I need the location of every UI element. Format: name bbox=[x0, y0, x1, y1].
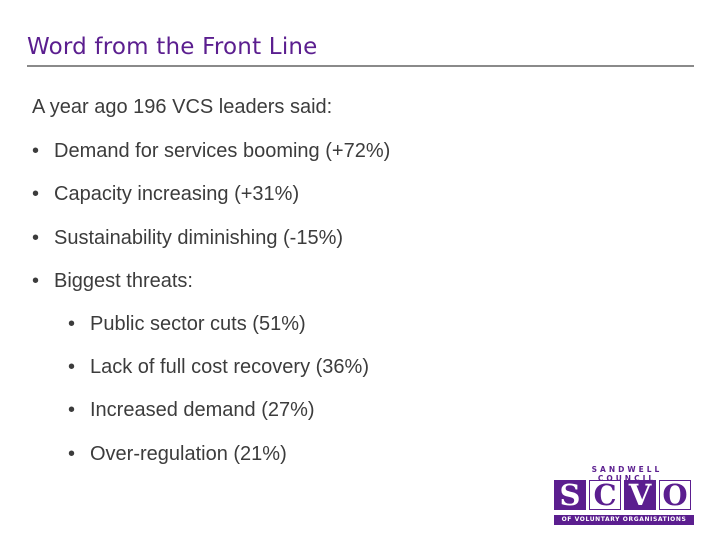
bullet-dot: • bbox=[32, 270, 40, 292]
logo-bottom-text: OF VOLUNTARY ORGANISATIONS bbox=[554, 515, 694, 525]
slide-title: Word from the Front Line bbox=[27, 34, 318, 60]
list-item: • Sustainability diminishing (-15%) bbox=[32, 227, 343, 250]
sub-list-item: • Over-regulation (21%) bbox=[68, 443, 287, 466]
list-item: • Biggest threats: bbox=[32, 270, 193, 293]
sub-bullet-text: Lack of full cost recovery (36%) bbox=[90, 356, 369, 378]
scvo-logo: SANDWELL COUNCIL S C V O OF VOLUNTARY OR… bbox=[548, 463, 698, 527]
logo-letter-c: C bbox=[589, 478, 621, 512]
logo-letter-s: S bbox=[554, 478, 586, 512]
list-item: • Demand for services booming (+72%) bbox=[32, 140, 390, 163]
bullet-text: Sustainability diminishing (-15%) bbox=[54, 227, 344, 249]
bullet-dot: • bbox=[68, 399, 76, 421]
bullet-dot: • bbox=[32, 183, 40, 205]
bullet-text: Biggest threats: bbox=[54, 270, 193, 292]
sub-list-item: • Increased demand (27%) bbox=[68, 399, 315, 422]
sub-list-item: • Public sector cuts (51%) bbox=[68, 313, 306, 336]
title-divider bbox=[27, 65, 694, 67]
logo-letter-o: O bbox=[659, 478, 691, 512]
logo-letter-v: V bbox=[624, 478, 656, 512]
bullet-dot: • bbox=[32, 227, 40, 249]
bullet-dot: • bbox=[32, 140, 40, 162]
sub-bullet-text: Public sector cuts (51%) bbox=[90, 313, 306, 335]
bullet-dot: • bbox=[68, 443, 76, 465]
bullet-dot: • bbox=[68, 313, 76, 335]
logo-top-text: SANDWELL COUNCIL bbox=[591, 465, 663, 483]
logo-letters: S C V O bbox=[554, 478, 691, 512]
list-item: • Capacity increasing (+31%) bbox=[32, 183, 299, 206]
bullet-text: Demand for services booming (+72%) bbox=[54, 140, 391, 162]
intro-text: A year ago 196 VCS leaders said: bbox=[32, 96, 333, 118]
bullet-text: Capacity increasing (+31%) bbox=[54, 183, 300, 205]
sub-list-item: • Lack of full cost recovery (36%) bbox=[68, 356, 369, 379]
sub-bullet-text: Over-regulation (21%) bbox=[90, 443, 287, 465]
sub-bullet-text: Increased demand (27%) bbox=[90, 399, 315, 421]
bullet-dot: • bbox=[68, 356, 76, 378]
